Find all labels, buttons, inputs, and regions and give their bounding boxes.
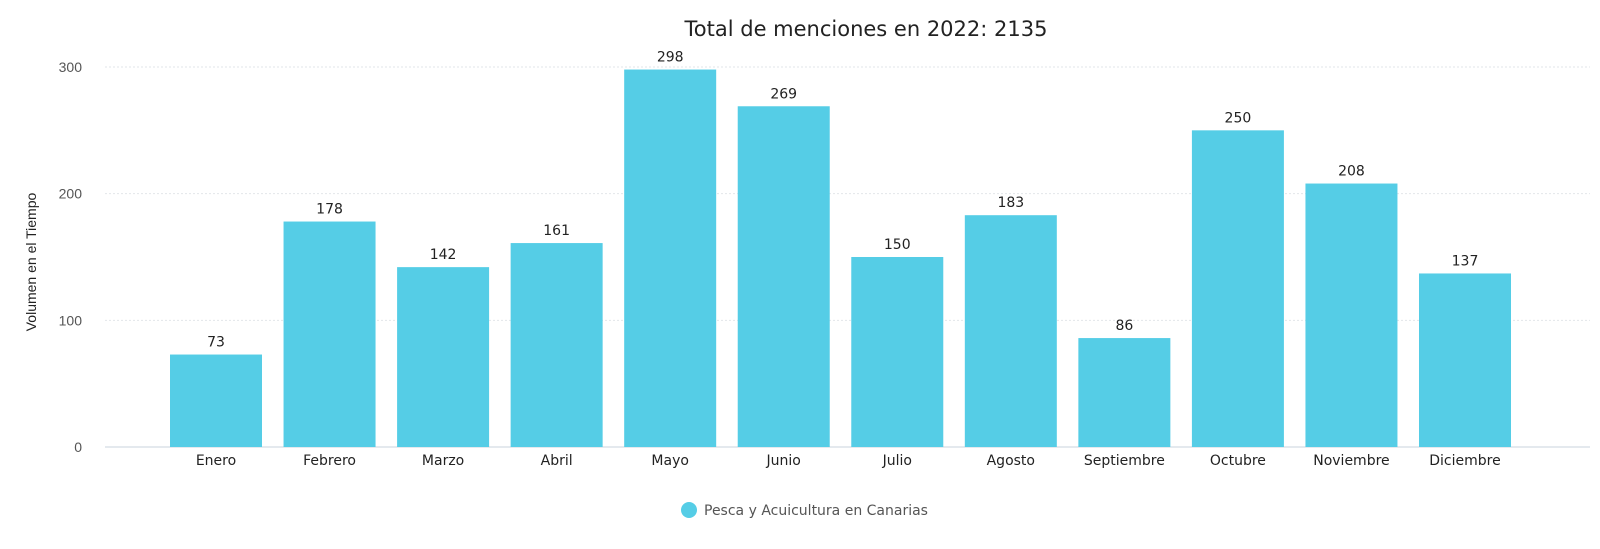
data-label: 298 [657,50,684,66]
bar[interactable] [737,106,830,448]
data-labels: 73 178 142 161 298 269 150 183 86 250 208 137 [207,50,1478,351]
x-tick-label: Enero [196,453,236,469]
bars [170,69,1511,448]
x-tick-label: Junio [766,453,801,469]
data-label: 150 [884,237,911,253]
legend-marker [681,502,697,518]
bar[interactable] [851,257,944,447]
bar[interactable] [1191,130,1284,448]
x-tick-label: Marzo [422,453,464,469]
bar[interactable] [1078,338,1171,447]
bar[interactable] [964,215,1057,447]
data-label: 250 [1225,110,1252,126]
data-label: 183 [997,195,1024,211]
data-label: 269 [770,86,797,102]
chart-title: Total de menciones en 2022: 2135 [684,17,1048,41]
data-label: 86 [1115,318,1133,334]
y-tick-label: 300 [59,59,83,75]
bar[interactable] [170,354,262,447]
data-label: 73 [207,335,225,351]
x-tick-label: Agosto [987,453,1035,469]
x-tick-label: Mayo [651,453,689,469]
data-label: 161 [543,223,570,239]
bar[interactable] [624,69,717,448]
y-axis-label: Volumen en el Tiempo [23,193,39,332]
legend[interactable]: Pesca y Acuicultura en Canarias [681,502,928,519]
x-tick-label: Septiembre [1084,453,1165,469]
bar[interactable] [510,243,603,447]
x-axis-ticks: Enero Febrero Marzo Abril Mayo Junio Julio Agos… [196,453,1501,469]
bar[interactable] [1419,273,1511,447]
y-tick-label: 0 [74,439,82,455]
data-label: 142 [430,247,457,263]
bar[interactable] [397,267,490,447]
data-label: 137 [1452,253,1479,269]
x-tick-label: Diciembre [1429,453,1500,469]
data-label: 178 [316,202,343,218]
x-tick-label: Noviembre [1313,453,1389,469]
x-tick-label: Octubre [1210,453,1266,469]
y-tick-label: 200 [59,186,83,202]
bar[interactable] [1305,183,1398,448]
y-axis-ticks: 0 100 200 300 [59,59,83,455]
x-tick-label: Febrero [303,453,356,469]
x-tick-label: Julio [882,453,912,469]
data-label: 208 [1338,164,1365,180]
legend-label: Pesca y Acuicultura en Canarias [704,503,928,519]
x-tick-label: Abril [541,453,573,469]
bar[interactable] [283,221,376,447]
y-tick-label: 100 [59,312,83,328]
